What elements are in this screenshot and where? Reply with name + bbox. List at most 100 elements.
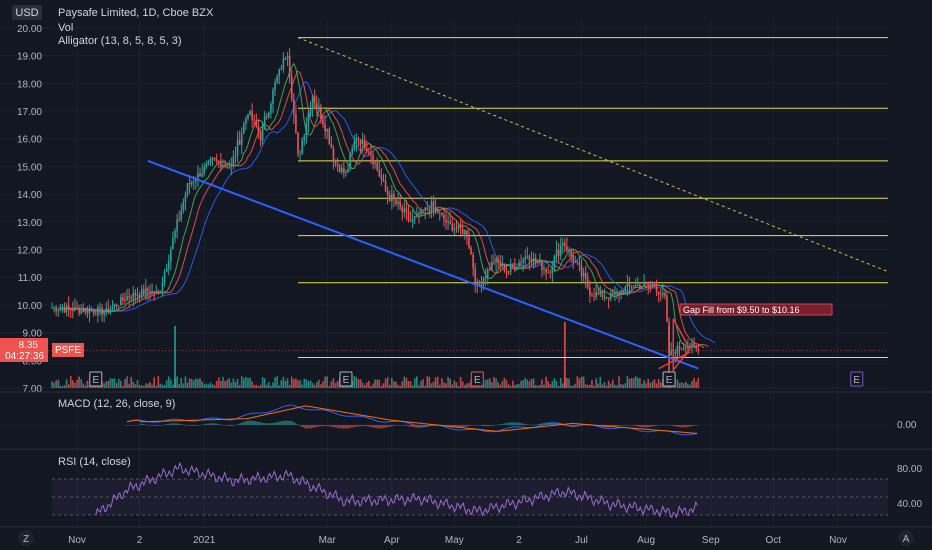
gap-fill-annotation-box[interactable] — [679, 303, 833, 316]
volume-bar — [318, 379, 320, 388]
candle-body — [263, 116, 266, 126]
candle-body — [172, 238, 174, 250]
volume-bar — [603, 382, 606, 388]
macd-histogram-bar — [202, 424, 204, 425]
volume-spike — [174, 326, 176, 388]
candle-body — [217, 160, 220, 163]
macd-histogram-bar — [196, 425, 198, 426]
macd-histogram-bar — [640, 425, 642, 428]
candles[interactable] — [51, 48, 700, 364]
volume-bar — [347, 385, 349, 388]
volume-bar — [311, 383, 314, 388]
volume-bar — [601, 384, 604, 388]
macd-histogram-bar — [310, 425, 312, 429]
candle-body — [236, 139, 239, 156]
macd-histogram-bar — [184, 424, 186, 426]
candle-body — [655, 286, 658, 292]
triangle-base-line — [658, 351, 691, 370]
volume-bar — [628, 379, 631, 388]
volume-bar — [388, 384, 391, 388]
volume-bar — [284, 380, 287, 388]
candle-body — [84, 308, 87, 313]
volume-bar — [55, 380, 57, 388]
macd-histogram-bar — [190, 425, 192, 426]
macd-histogram-bar — [384, 425, 386, 428]
volume-bar — [199, 378, 201, 388]
candle-body — [495, 258, 497, 263]
macd-histogram-bar — [622, 425, 624, 426]
price-tick-label: 16.00 — [17, 135, 42, 146]
candle-body — [545, 269, 547, 273]
volume-bar — [374, 379, 376, 388]
volume-bar — [157, 376, 160, 388]
macd-histogram-bar — [638, 425, 640, 427]
earnings-marker[interactable]: E — [89, 371, 103, 387]
earnings-marker-label: E — [666, 375, 673, 386]
volume-bar — [503, 377, 506, 388]
volume-bar — [320, 384, 322, 388]
volume-bar — [447, 376, 449, 388]
candle-body — [539, 261, 541, 263]
macd-histogram-bar — [276, 422, 278, 425]
volume-bar — [134, 384, 137, 388]
candle-body — [391, 193, 393, 202]
volume-bar — [422, 379, 424, 388]
candle-body — [67, 305, 70, 309]
candle-body — [220, 162, 222, 168]
earnings-marker-box — [662, 371, 676, 387]
macd-histogram-bar — [488, 425, 490, 427]
volume-bar — [434, 377, 437, 388]
volume-bar — [153, 377, 155, 388]
vol-legend: Vol — [58, 22, 73, 34]
volume-bar — [630, 377, 633, 388]
macd-histogram-bar — [562, 424, 564, 426]
volume-bar — [59, 385, 62, 388]
volume-bar — [416, 376, 418, 388]
candle-body — [674, 352, 677, 355]
earnings-marker[interactable]: E — [662, 371, 676, 387]
candle-body — [113, 304, 116, 307]
candle-body — [637, 284, 639, 286]
earnings-marker[interactable]: E — [850, 371, 864, 387]
macd-histogram-bar — [216, 423, 218, 425]
volume-bar — [393, 381, 395, 388]
candle-body — [257, 126, 260, 133]
auto-scale-button-right[interactable] — [898, 530, 914, 546]
auto-scale-button-left[interactable] — [18, 530, 34, 546]
candle-body — [616, 291, 618, 293]
volume-bar — [145, 383, 147, 388]
macd-histogram-bar — [684, 425, 686, 428]
candle-body — [151, 291, 153, 294]
macd-histogram-bar — [320, 425, 322, 427]
volume-bar — [676, 379, 679, 388]
volume-bar — [234, 382, 237, 388]
candle-body — [605, 296, 608, 298]
candle-body — [313, 96, 316, 103]
earnings-marker[interactable]: E — [470, 371, 484, 387]
alligator-line — [58, 62, 705, 349]
macd-histogram-bar — [490, 425, 492, 426]
candle-body — [51, 307, 53, 309]
volume-bar — [238, 385, 241, 388]
macd-histogram-bar — [470, 425, 472, 426]
volume-bar — [334, 383, 337, 388]
candle-body — [491, 262, 493, 270]
candle-body — [403, 208, 406, 213]
candle-body — [503, 264, 506, 272]
candle-body — [280, 68, 283, 70]
macd-histogram-bar — [404, 425, 406, 426]
candle-body — [65, 305, 68, 313]
candle-body — [159, 290, 162, 292]
candle-body — [507, 271, 510, 273]
currency-badge[interactable] — [12, 5, 42, 20]
candle-body — [117, 305, 120, 307]
earnings-marker[interactable]: E — [339, 371, 353, 387]
macd-histogram-bar — [154, 425, 156, 426]
macd-histogram-bar — [462, 425, 464, 428]
volume-bar — [163, 385, 166, 388]
price-tick-label: 9.00 — [23, 329, 43, 340]
earnings-marker-label: E — [474, 375, 481, 386]
volume-bar — [109, 378, 112, 388]
macd-histogram-bar — [130, 425, 132, 426]
